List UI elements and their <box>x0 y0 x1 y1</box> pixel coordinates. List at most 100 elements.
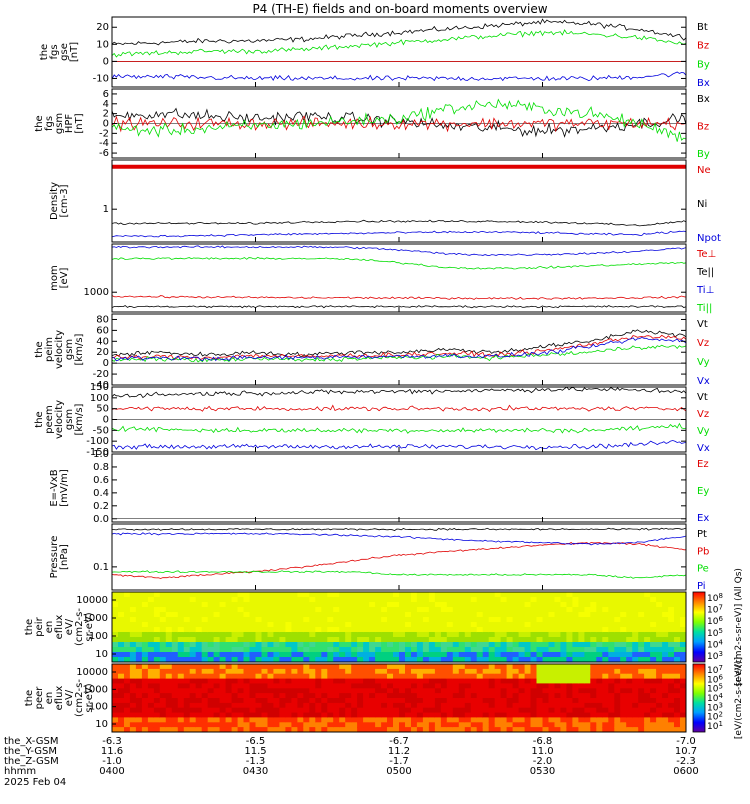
y-axis-label: sr-eV) <box>84 683 95 712</box>
y-axis-label: sr-eV) <box>84 612 95 641</box>
series-group <box>112 329 686 363</box>
y-tick-label: 10000 <box>76 595 108 606</box>
legend-label: Te⊥ <box>696 249 716 260</box>
y-axis-label: en <box>44 621 55 634</box>
x-tick-label: 11.6 <box>101 746 123 757</box>
series-line-Vt <box>112 387 686 399</box>
y-tick-label: -40 <box>93 380 109 391</box>
colorbar-tick-label: 105 <box>707 627 723 639</box>
y-axis-label: fgs <box>49 44 60 59</box>
x-tick-label: 0500 <box>386 766 411 777</box>
y-axis-label: (cm2-s- <box>74 608 85 646</box>
panel-frame <box>111 386 687 453</box>
legend-label: Ti⊥ <box>696 285 714 296</box>
y-axis-label: eV/ <box>64 618 75 635</box>
y-axis-label: gse <box>59 43 70 61</box>
series-line-By <box>112 98 686 142</box>
panel-3: mom [eV] 1000 Te⊥ Te|| Ti⊥ Ti|| <box>49 243 716 314</box>
y-tick-label: -6 <box>99 148 109 159</box>
panel-6: E=-VxB [mV/m] 1.0 0.8 0.6 0.4 0.2 0.0 Ez Ey Ex <box>49 449 709 525</box>
series-group <box>112 98 686 142</box>
y-axis-label: peem <box>44 405 55 433</box>
y-axis-label: HPF <box>64 114 75 134</box>
legend-label: Npot <box>697 233 721 244</box>
legend-label: Vy <box>697 426 710 437</box>
panel-frame <box>111 88 687 159</box>
colorbar-label: [eV/(cm2-s-sr-eV)] <box>734 657 744 739</box>
y-axis-label: gsm <box>64 409 75 430</box>
legend-label: Bz <box>697 41 709 52</box>
legend-label: Pb <box>697 546 709 557</box>
series-line-Bt <box>112 18 686 46</box>
series-line-Npot <box>112 230 686 238</box>
legend-label: By <box>697 149 710 160</box>
spectrogram <box>112 592 686 662</box>
y-tick-label: 150 <box>90 382 109 393</box>
y-tick-label: 100 <box>89 702 108 713</box>
colorbar-label: [eV/(cm2-s-sr-eV)] (All Qs) <box>734 568 744 686</box>
legend-label: Pt <box>697 529 707 540</box>
y-tick-label: 0.0 <box>93 514 109 525</box>
y-axis-label: peir <box>34 616 45 636</box>
x-axis-row-label: the_X-GSM <box>4 736 58 747</box>
x-tick-label: 11.5 <box>244 746 266 757</box>
spectrogram <box>112 664 686 732</box>
series-line-Ti <box>112 245 686 256</box>
panel-2: Density [cm-3] 1 Ne Ni Npot <box>49 159 721 244</box>
legend-label: Vt <box>697 392 708 403</box>
y-tick-label: 10 <box>95 649 108 660</box>
y-axis-label: fgs <box>44 116 55 131</box>
legend-label: Pe <box>697 564 709 575</box>
legend-label: Ne <box>697 165 711 176</box>
legend-label: Bt <box>697 22 708 33</box>
x-tick-label: 0430 <box>243 766 268 777</box>
panel-frame <box>111 523 687 591</box>
legend-label: Bz <box>697 122 709 133</box>
legend-label: Ti|| <box>696 303 712 314</box>
legend-label: Bx <box>697 94 710 105</box>
colorbar-tick-label: 104 <box>707 638 723 650</box>
y-tick-label: 0.2 <box>93 501 109 512</box>
y-tick-label: -20 <box>93 369 109 380</box>
y-tick-label: -2 <box>99 128 109 139</box>
y-tick-label: 2 <box>103 109 109 120</box>
legend-label: Ey <box>697 486 709 497</box>
series-line-Vx <box>112 336 686 362</box>
legend-label: Te|| <box>696 267 714 278</box>
y-axis-label: E=-VxB <box>49 469 60 506</box>
legend-label: Bx <box>697 78 710 89</box>
y-tick-label: -150 <box>86 447 109 458</box>
series-line-Ti <box>112 256 686 270</box>
series-line-Bx <box>112 71 686 82</box>
panel-5: the peem velocity gsm [km/s] 150100500-50-100… <box>34 382 710 458</box>
colorbar-tick-label: 108 <box>707 592 723 604</box>
panel-8: the peir en eflux eV/(cm2-s-sr-eV) 10000 1000 1… <box>24 568 744 686</box>
colorbar-tick-label: 106 <box>707 615 723 627</box>
series-line-Vy <box>112 422 686 434</box>
y-axis-label: velocity <box>54 400 65 439</box>
panel-frame <box>111 453 687 523</box>
y-tick-label: 1000 <box>83 684 108 695</box>
series-group <box>112 245 686 309</box>
y-axis-label: gsm <box>54 113 65 134</box>
panel-frame <box>111 313 687 386</box>
y-tick-label: 1 <box>103 204 109 215</box>
panel-frame <box>111 663 687 733</box>
series-line-By <box>112 29 686 58</box>
legend-label: Vx <box>697 443 710 454</box>
x-tick-label: 11.0 <box>531 746 553 757</box>
series-line-Vx <box>112 440 686 451</box>
panel-0: the fgs gse [nT] 20 10 0 -10 Bt Bz By Bx <box>39 16 710 89</box>
y-tick-label: 60 <box>96 325 109 336</box>
y-tick-label: 80 <box>96 314 109 325</box>
y-tick-label: 0 <box>103 358 109 369</box>
series-line-Bz <box>112 115 686 133</box>
x-tick-label: 11.2 <box>388 746 410 757</box>
panel-frame <box>111 591 687 663</box>
legend-label: Vx <box>697 376 710 387</box>
y-axis-label: Density <box>49 182 60 220</box>
